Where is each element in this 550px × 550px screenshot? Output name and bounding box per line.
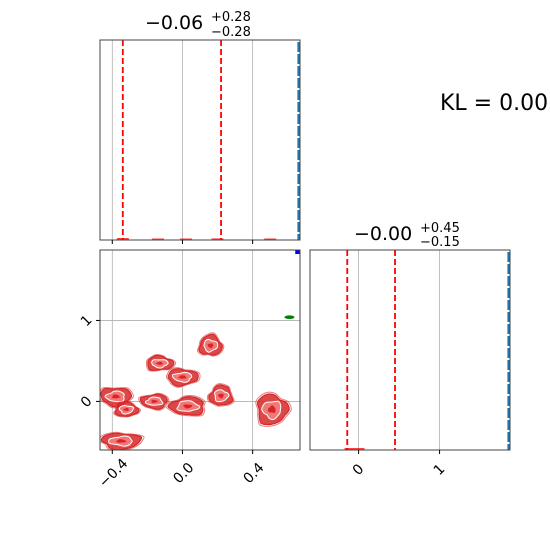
kl-label: KL = 0.00 bbox=[440, 91, 548, 116]
hist-y-gridlines bbox=[358, 250, 440, 450]
contour-blob bbox=[145, 354, 176, 372]
contour-level-inner bbox=[111, 393, 122, 400]
contour-blob bbox=[165, 367, 201, 388]
contour-level-outer bbox=[113, 400, 141, 418]
contour-level-inner bbox=[182, 403, 194, 410]
hist-x-gridlines bbox=[111, 40, 254, 240]
contour-level-outer bbox=[100, 431, 145, 450]
contour-y-tick-label: 1 bbox=[78, 312, 96, 330]
hist-y-tick-label: 1 bbox=[431, 461, 449, 479]
hist-y-quantile-lines bbox=[346, 250, 396, 450]
hist-x-bin bbox=[179, 238, 192, 240]
contour-level-outer bbox=[145, 354, 176, 372]
contour-y-tick-label: 0 bbox=[78, 393, 96, 411]
contour-marker-blue bbox=[295, 250, 301, 254]
contour-markers bbox=[284, 250, 301, 320]
contour-level-inner bbox=[150, 399, 160, 404]
contour-blob bbox=[165, 394, 206, 417]
contour-x-tick-label: −0.4 bbox=[96, 456, 131, 491]
contour-level-inner bbox=[154, 360, 164, 366]
contour-x-tick-label: 0.4 bbox=[241, 460, 268, 487]
hist-y-title-plus: +0.45 bbox=[420, 221, 460, 236]
hist-x-bin bbox=[211, 238, 224, 240]
contour-level-outer bbox=[206, 383, 235, 407]
contour-blob bbox=[113, 400, 141, 418]
contour-panel: −0.4 0.0 0.4 0 1 bbox=[78, 249, 301, 491]
contour-frame bbox=[99, 249, 301, 451]
contour-level-inner bbox=[122, 407, 130, 412]
hist-x-bin bbox=[264, 238, 277, 240]
contour-blob bbox=[197, 332, 225, 357]
contour-level-outer bbox=[165, 367, 201, 388]
contour-level-inner bbox=[177, 374, 188, 380]
hist-x-frame bbox=[99, 39, 301, 241]
contour-level-inner bbox=[217, 392, 225, 400]
hist-x-bin bbox=[151, 238, 164, 240]
hist-y-tick-label: 0 bbox=[350, 461, 368, 479]
hist-x-background bbox=[100, 40, 300, 240]
hist-x-title-plus: +0.28 bbox=[211, 10, 251, 25]
hist-y-title-median: −0.00 bbox=[354, 223, 412, 245]
hist-x-ticks bbox=[111, 240, 254, 244]
contour-level-outer bbox=[197, 332, 225, 357]
hist-x-title-median: −0.06 bbox=[145, 12, 203, 34]
hist-y-frame bbox=[309, 249, 511, 451]
contour-blobs bbox=[100, 332, 292, 450]
contour-blob bbox=[100, 431, 145, 450]
hist-y-title-minus: −0.15 bbox=[420, 235, 460, 250]
hist-y-background bbox=[310, 250, 510, 450]
contour-blob bbox=[138, 392, 170, 411]
contour-blob bbox=[255, 391, 292, 427]
contour-level-outer bbox=[165, 394, 206, 417]
hist-y-bin bbox=[344, 448, 365, 450]
hist-x-quantile-lines bbox=[121, 40, 222, 240]
contour-marker-green bbox=[284, 315, 295, 320]
hist-x-panel: −0.06 +0.28 −0.28 bbox=[99, 10, 301, 244]
contour-blob bbox=[206, 383, 235, 407]
contour-level-outer bbox=[255, 391, 292, 427]
hist-x-title-minus: −0.28 bbox=[211, 25, 251, 40]
contour-level-inner bbox=[115, 438, 128, 444]
hist-y-bins bbox=[344, 448, 365, 450]
contour-x-tick-label: 0.0 bbox=[170, 460, 197, 487]
contour-level-inner bbox=[267, 404, 277, 414]
contour-level-outer bbox=[138, 392, 170, 411]
contour-level-inner bbox=[206, 342, 214, 349]
